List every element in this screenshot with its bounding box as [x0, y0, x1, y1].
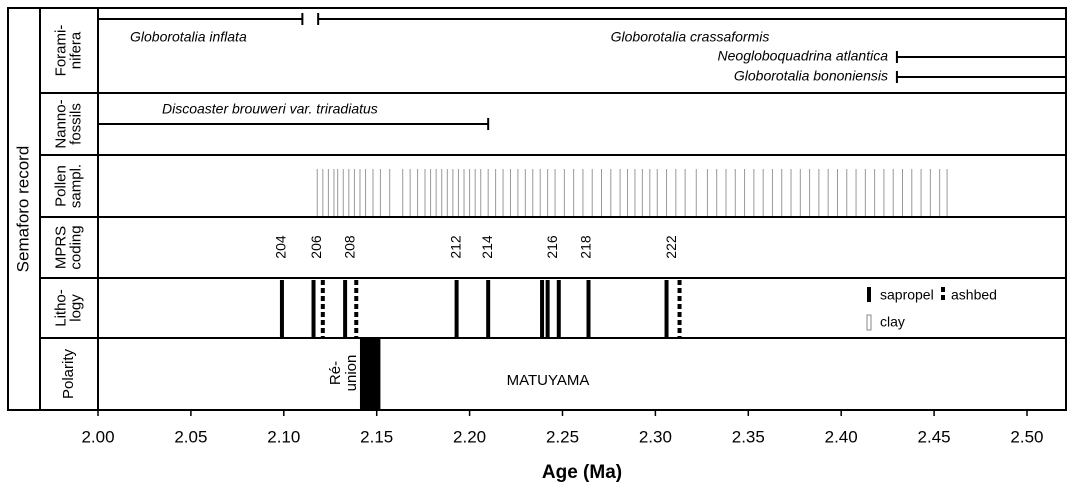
x-tick-label: 2.00 [81, 427, 114, 446]
range-label: Globorotalia inflata [130, 29, 247, 45]
row-label: MPRScoding [52, 225, 84, 269]
frame [7, 7, 1067, 411]
legend-clay [866, 314, 872, 331]
range-label: Globorotalia crassaformis [611, 29, 770, 45]
x-tick-label: 2.30 [639, 427, 672, 446]
range [895, 51, 1067, 63]
row-label-line: MPRS [52, 226, 69, 269]
y-label: Semaforo record [13, 146, 32, 273]
row-label: Litho-logy [52, 289, 84, 327]
mprs-code: 218 [577, 235, 593, 259]
range-label: Neogloboquadrina atlantica [718, 48, 889, 64]
x-tick-label: 2.20 [453, 427, 486, 446]
sapropel [486, 280, 491, 337]
x-label: Age (Ma) [542, 462, 622, 483]
x-tick-label: 2.35 [732, 427, 765, 446]
row-label-line: sampl. [67, 164, 84, 208]
event-label-line: Ré- [327, 361, 344, 385]
legend-label: clay [880, 314, 905, 330]
legend-sapropel [867, 287, 871, 302]
mprs-code: 214 [479, 235, 495, 259]
chron-label: MATUYAMA [507, 372, 590, 389]
row-label-line: nifera [67, 31, 84, 69]
sapropel [540, 280, 545, 337]
x-tick-label: 2.40 [825, 427, 858, 446]
sapropel [311, 280, 316, 337]
mprs-code: 212 [447, 235, 463, 259]
range [97, 13, 304, 25]
range-label: Globorotalia bononiensis [734, 68, 888, 84]
x-tick-label: 2.05 [174, 427, 207, 446]
event-label-line: union [343, 355, 360, 392]
row-label: Polarity [60, 348, 77, 399]
legend-label: sapropel [880, 287, 934, 303]
mprs-code: 204 [273, 235, 289, 259]
sapropel [454, 280, 459, 337]
range [317, 13, 1067, 25]
sapropel [343, 280, 348, 337]
row-label-line: Forami- [52, 25, 69, 77]
x-tick-label: 2.50 [1010, 427, 1043, 446]
row-label: Forami-nifera [52, 25, 84, 77]
row-label-line: Pollen [52, 165, 69, 207]
mprs-code: 208 [341, 235, 357, 259]
sapropel [556, 280, 561, 337]
range [97, 118, 490, 130]
row-label-line: Litho- [52, 289, 69, 327]
row-label: Nanno-fossils [52, 99, 84, 148]
row-label-line: coding [67, 225, 84, 269]
x-tick-label: 2.45 [918, 427, 951, 446]
range-label: Discoaster brouweri var. triradiatus [162, 101, 378, 117]
mprs-code: 222 [663, 235, 679, 259]
x-tick-label: 2.15 [360, 427, 393, 446]
x-tick-label: 2.10 [267, 427, 300, 446]
row-label-line: logy [67, 294, 84, 322]
row-label-line: Nanno- [52, 99, 69, 148]
sapropel [545, 280, 550, 337]
row-label-line: fossils [67, 103, 84, 145]
sapropel [586, 280, 591, 337]
legend-label: ashbed [951, 287, 997, 303]
row-label: Pollensampl. [52, 164, 84, 208]
normal-polarity [359, 339, 381, 409]
row-label-line: Polarity [60, 348, 77, 399]
x-tick-label: 2.25 [546, 427, 579, 446]
sapropel [279, 280, 284, 337]
mprs-code: 216 [544, 235, 560, 259]
mprs-code: 206 [308, 235, 324, 259]
range [895, 71, 1067, 83]
event-label: Ré-union [327, 355, 360, 392]
sapropel [664, 280, 669, 337]
